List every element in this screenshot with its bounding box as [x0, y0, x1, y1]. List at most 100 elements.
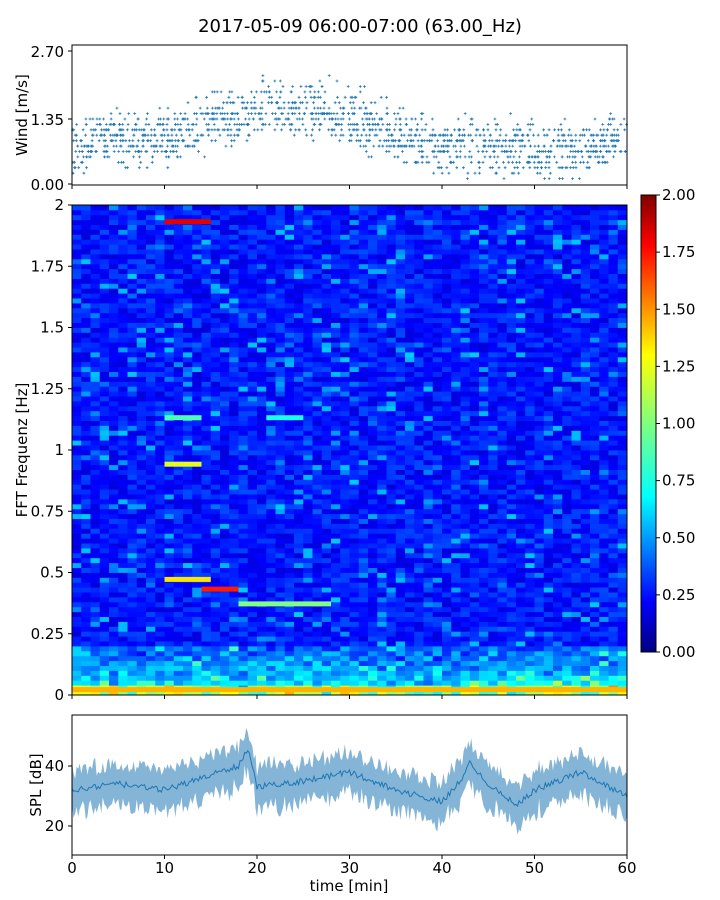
wind-point	[118, 123, 122, 126]
spectrogram-cell	[321, 258, 332, 265]
spectrogram-cell	[340, 219, 350, 225]
spectrogram-cell	[109, 675, 119, 681]
spectrogram-cell	[349, 283, 360, 289]
spectrogram-cell	[377, 278, 387, 284]
spectrogram-cell	[340, 273, 350, 279]
spectrogram-cell	[127, 454, 138, 461]
wind-point	[425, 160, 429, 164]
spectrogram-cell	[173, 342, 184, 348]
spectrogram-cell	[210, 361, 221, 368]
wind-point	[415, 128, 419, 132]
wind-point	[230, 139, 233, 143]
spectrogram-cell	[229, 337, 239, 343]
spectrogram-cell	[257, 342, 267, 348]
spectrogram-cell	[377, 606, 387, 613]
spectrogram-cell	[358, 567, 369, 573]
spectrogram-cell	[247, 445, 258, 451]
spectrogram-cell	[81, 611, 91, 617]
spectrogram-cell	[294, 337, 304, 343]
spectrogram-cell	[183, 494, 193, 500]
spectrogram-cell	[331, 234, 341, 240]
wind-point	[267, 85, 270, 88]
spectrogram-cell	[183, 268, 193, 274]
spectrogram-cell	[173, 322, 184, 328]
spectrogram-cell	[386, 567, 397, 573]
spectrogram-cell	[146, 499, 156, 505]
spectrogram-cell	[220, 577, 230, 583]
spectrogram-cell	[321, 327, 332, 333]
spectrogram-cell	[386, 356, 397, 363]
spectrogram-cell	[136, 454, 147, 461]
spectrogram-cell	[284, 675, 295, 681]
spectrogram-cell	[377, 273, 387, 279]
spectrogram-cell	[275, 489, 286, 495]
spectrogram-cell	[201, 675, 212, 681]
spectrogram-cell	[275, 513, 286, 519]
spectrogram-cell	[220, 538, 230, 544]
spectrogram-cell	[377, 484, 387, 490]
wind-point	[340, 123, 344, 126]
spectrogram-cell	[349, 660, 360, 666]
spectrogram-cell	[386, 288, 397, 294]
spectrogram-cell	[72, 307, 82, 314]
spectrogram-cell	[192, 342, 202, 348]
spectrogram-cell	[275, 518, 286, 524]
spectrogram-cell	[349, 675, 360, 681]
spectrogram-cell	[72, 523, 82, 529]
spectrogram-cell	[266, 288, 276, 294]
spectrogram-cell	[220, 293, 230, 299]
spectrogram-cell	[72, 386, 82, 392]
spectrogram-cell	[183, 209, 193, 216]
spectrogram-cell	[358, 479, 369, 485]
spectrogram-cell	[377, 552, 387, 559]
spectrogram-cell	[229, 410, 239, 417]
spectrogram-cell	[294, 234, 304, 240]
wind-point	[142, 139, 145, 143]
spectrogram-cell	[146, 636, 156, 642]
spectrogram-cell	[275, 499, 286, 505]
spectrogram-cell	[127, 405, 138, 412]
wind-point	[531, 123, 535, 126]
spectrogram-cell	[303, 229, 313, 235]
wind-point	[499, 128, 503, 132]
spectrogram-cell	[368, 219, 378, 225]
wind-point	[491, 166, 494, 170]
spectrogram-cell	[266, 587, 276, 593]
spectrogram-cell	[386, 205, 397, 211]
wind-point	[361, 117, 364, 121]
spectrogram-cell	[220, 499, 230, 505]
spectrogram-cell	[109, 548, 119, 554]
wind-point	[438, 166, 442, 170]
spectrogram-cell	[238, 680, 249, 686]
spectrogram-cell	[72, 371, 82, 377]
wind-point	[113, 133, 117, 137]
spectrogram-cell	[201, 499, 212, 505]
spectrogram-cell	[127, 239, 138, 245]
spectrogram-cell	[349, 440, 360, 446]
wind-point	[193, 112, 196, 115]
spectrogram-cell	[127, 641, 138, 647]
spectrogram-cell	[284, 508, 295, 515]
wind-point	[478, 171, 481, 175]
spectrogram-cell	[164, 298, 175, 304]
spectrogram-cell	[238, 420, 249, 426]
spectrogram-cell	[201, 641, 212, 647]
spectrogram-cell	[303, 440, 313, 446]
spectrogram-cell	[349, 538, 360, 544]
spectrogram-cell	[395, 489, 406, 495]
spectrogram-cell	[118, 352, 128, 358]
wind-point	[313, 106, 316, 110]
spectrogram-cell	[386, 254, 397, 260]
spectrogram-cell	[90, 293, 101, 299]
spectrogram-cell	[183, 523, 193, 529]
spectrogram-cell	[229, 592, 239, 598]
wind-point	[460, 139, 464, 143]
spectrogram-cell	[284, 616, 295, 622]
spectrogram-cell	[90, 307, 101, 314]
spectrogram-cell	[201, 278, 212, 284]
spectrogram-cell	[109, 214, 119, 221]
wind-point	[398, 123, 402, 126]
spectrogram-cell	[340, 440, 350, 446]
spectrogram-cell	[220, 317, 230, 323]
spectrogram-cell	[136, 396, 147, 402]
